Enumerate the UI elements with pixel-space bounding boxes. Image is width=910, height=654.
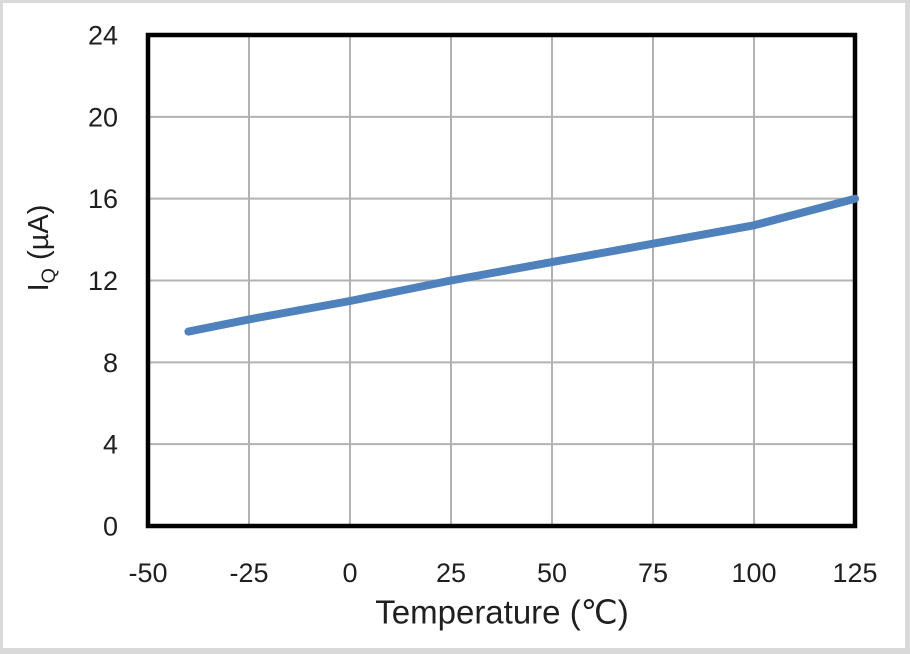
x-tick-label: 100	[731, 558, 776, 588]
plot-border	[145, 32, 858, 529]
y-axis-title-symbol: I	[23, 283, 56, 292]
x-tick-label: 125	[832, 558, 877, 588]
y-axis-title: IQ (µA)	[23, 205, 61, 292]
x-axis-title: Temperature (℃)	[375, 593, 629, 631]
x-tick-label: 0	[342, 558, 357, 588]
x-tick-label: -25	[229, 558, 268, 588]
y-axis-title-subscript: Q	[37, 268, 60, 284]
y-tick-label: 4	[103, 430, 118, 460]
y-tick-label: 20	[88, 102, 118, 132]
y-tick-label: 8	[103, 348, 118, 378]
y-axis-title-unit: (µA)	[23, 204, 56, 269]
x-tick-label: 25	[436, 558, 466, 588]
x-tick-label: 75	[638, 558, 668, 588]
y-tick-label: 0	[103, 512, 118, 542]
y-tick-label: 16	[88, 184, 118, 214]
y-tick-label: 24	[88, 21, 118, 51]
x-tick-label: -50	[128, 558, 167, 588]
y-tick-label: 12	[88, 266, 118, 296]
x-tick-label: 50	[537, 558, 567, 588]
series-line-iq	[184, 194, 859, 336]
